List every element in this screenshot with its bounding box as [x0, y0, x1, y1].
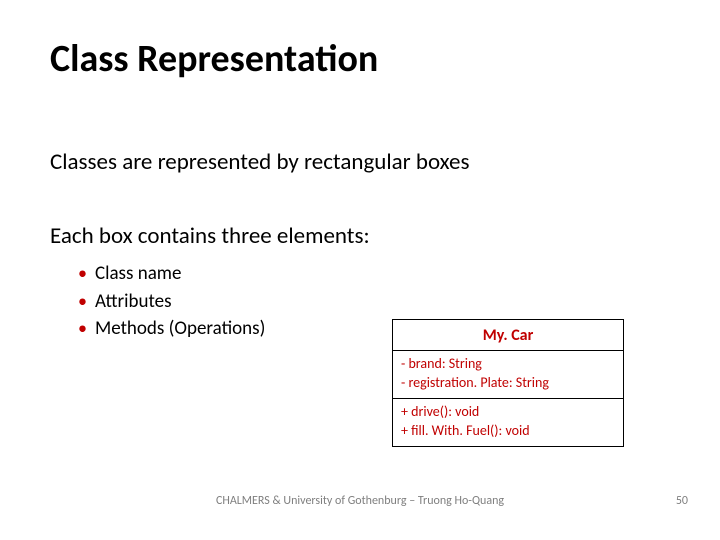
- bullet-icon: •: [78, 315, 87, 341]
- bullet-list: • Class name • Attributes • Methods (Ope…: [78, 260, 265, 343]
- footer-text: CHALMERS & University of Gothenburg – Tr…: [0, 494, 720, 508]
- list-item: • Class name: [78, 260, 265, 288]
- page-number: 50: [676, 494, 688, 508]
- uml-class-name: My. Car: [393, 320, 623, 351]
- bullet-label: Class name: [95, 260, 181, 288]
- slide-title: Class Representation: [50, 36, 378, 82]
- uml-method-line: + fill. With. Fuel(): void: [401, 422, 615, 441]
- uml-class-box: My. Car - brand: String - registration. …: [392, 319, 624, 447]
- bullet-icon: •: [78, 288, 87, 314]
- list-item: • Attributes: [78, 288, 265, 316]
- uml-methods: + drive(): void + fill. With. Fuel(): vo…: [393, 399, 623, 446]
- intro-line-2: Each box contains three elements:: [50, 222, 370, 250]
- uml-attribute-line: - registration. Plate: String: [401, 374, 615, 393]
- bullet-label: Attributes: [95, 288, 172, 316]
- uml-method-line: + drive(): void: [401, 403, 615, 422]
- intro-line-1: Classes are represented by rectangular b…: [50, 148, 469, 176]
- uml-attributes: - brand: String - registration. Plate: S…: [393, 351, 623, 399]
- bullet-icon: •: [78, 260, 87, 286]
- uml-attribute-line: - brand: String: [401, 355, 615, 374]
- list-item: • Methods (Operations): [78, 315, 265, 343]
- bullet-label: Methods (Operations): [95, 315, 265, 343]
